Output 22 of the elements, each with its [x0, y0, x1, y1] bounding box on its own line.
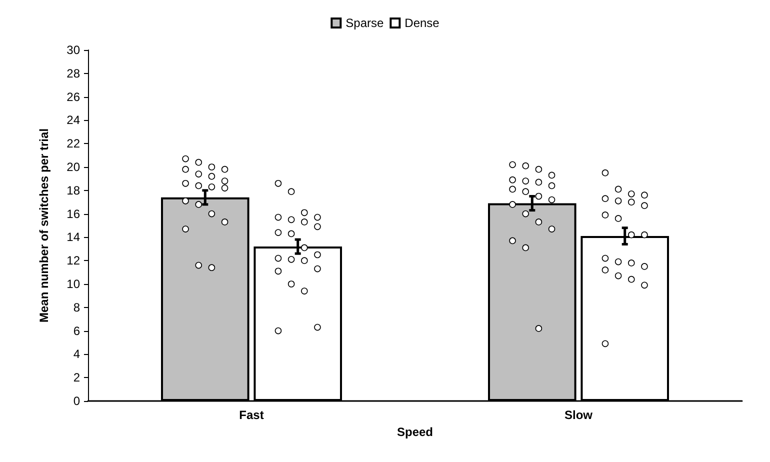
- y-tick-label: 18: [66, 183, 80, 198]
- y-tick-label: 22: [66, 136, 80, 151]
- legend-label: Dense: [404, 16, 440, 30]
- y-tick-label: 12: [66, 254, 80, 268]
- y-tick-label: 24: [66, 113, 80, 128]
- y-tick-label: 4: [73, 347, 80, 362]
- x-tick-label: Slow: [564, 408, 594, 422]
- legend-label: Sparse: [346, 16, 384, 30]
- y-tick-label: 2: [73, 370, 80, 385]
- y-tick-label: 14: [66, 230, 80, 244]
- y-tick-label: 8: [73, 300, 80, 314]
- y-axis-title: Mean number of switches per trial: [37, 128, 51, 323]
- y-tick-label: 10: [66, 277, 80, 291]
- y-tick-label: 30: [66, 43, 80, 57]
- y-tick-label: 26: [66, 90, 80, 104]
- y-tick-label: 28: [66, 66, 80, 80]
- x-tick-label: Fast: [239, 408, 264, 422]
- x-axis-title: Speed: [396, 424, 434, 439]
- y-tick-label: 6: [73, 324, 80, 338]
- y-tick-label: 20: [66, 160, 80, 174]
- y-tick-label: 16: [66, 206, 80, 221]
- y-tick-label: 0: [73, 394, 80, 408]
